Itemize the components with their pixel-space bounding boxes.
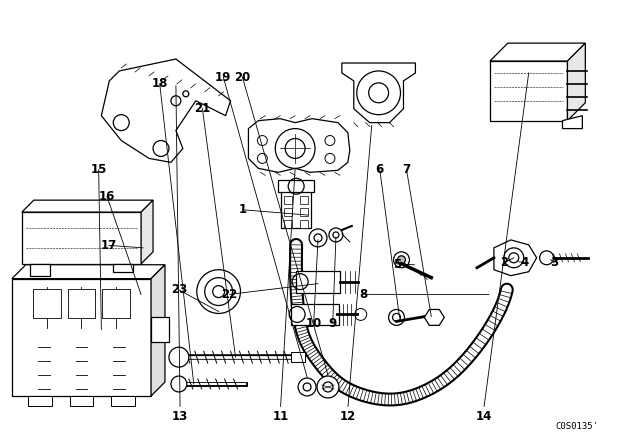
Text: 7: 7 xyxy=(403,163,411,176)
Polygon shape xyxy=(494,240,537,276)
Circle shape xyxy=(540,251,554,265)
Polygon shape xyxy=(101,59,230,162)
Bar xyxy=(300,208,308,216)
Polygon shape xyxy=(248,119,350,172)
Text: 13: 13 xyxy=(172,410,188,423)
Bar xyxy=(12,279,151,396)
Text: 23: 23 xyxy=(171,284,187,297)
Text: 8: 8 xyxy=(359,288,367,301)
Bar xyxy=(278,180,314,192)
Polygon shape xyxy=(563,116,582,129)
Polygon shape xyxy=(113,264,133,271)
Circle shape xyxy=(257,154,268,164)
Circle shape xyxy=(356,71,401,115)
Bar xyxy=(291,303,339,325)
Text: 21: 21 xyxy=(194,102,211,115)
Text: 9: 9 xyxy=(328,317,337,330)
Text: 19: 19 xyxy=(215,71,232,84)
Text: 20: 20 xyxy=(234,71,250,84)
Bar xyxy=(490,61,568,121)
Text: 1: 1 xyxy=(238,203,246,216)
Bar xyxy=(296,271,340,293)
Circle shape xyxy=(285,138,305,159)
Circle shape xyxy=(392,314,401,321)
Polygon shape xyxy=(22,200,153,212)
Circle shape xyxy=(388,310,404,325)
Circle shape xyxy=(325,154,335,164)
Text: 18: 18 xyxy=(152,77,168,90)
Polygon shape xyxy=(70,396,93,406)
Circle shape xyxy=(325,136,335,146)
Text: 5: 5 xyxy=(394,258,402,271)
Bar xyxy=(300,220,308,228)
Circle shape xyxy=(323,382,333,392)
Polygon shape xyxy=(30,264,50,276)
Circle shape xyxy=(169,347,189,367)
Polygon shape xyxy=(424,310,444,325)
Polygon shape xyxy=(12,265,165,279)
Circle shape xyxy=(303,383,311,391)
Text: 12: 12 xyxy=(340,410,356,423)
Bar xyxy=(284,220,292,228)
Circle shape xyxy=(171,376,187,392)
Polygon shape xyxy=(490,43,586,61)
Circle shape xyxy=(397,256,406,264)
Bar xyxy=(22,212,141,264)
Polygon shape xyxy=(151,265,165,396)
Text: 11: 11 xyxy=(273,410,289,423)
Polygon shape xyxy=(111,396,135,406)
Text: 14: 14 xyxy=(476,410,492,423)
Circle shape xyxy=(171,96,181,106)
Circle shape xyxy=(504,248,524,268)
Circle shape xyxy=(153,141,169,156)
Bar xyxy=(291,352,305,362)
Bar xyxy=(281,186,311,228)
Bar xyxy=(68,289,95,319)
Circle shape xyxy=(257,136,268,146)
Circle shape xyxy=(275,129,315,168)
Text: 4: 4 xyxy=(521,256,529,269)
Circle shape xyxy=(317,376,339,398)
Polygon shape xyxy=(141,200,153,264)
Bar xyxy=(33,289,61,319)
Text: 3: 3 xyxy=(550,256,558,269)
Circle shape xyxy=(298,378,316,396)
Polygon shape xyxy=(568,43,586,121)
Circle shape xyxy=(183,91,189,97)
Text: 22: 22 xyxy=(221,288,238,301)
Bar xyxy=(284,208,292,216)
Text: 17: 17 xyxy=(100,239,117,252)
Polygon shape xyxy=(28,396,52,406)
Text: 15: 15 xyxy=(90,163,107,176)
Polygon shape xyxy=(151,318,169,342)
Bar xyxy=(300,196,308,204)
Text: 16: 16 xyxy=(99,190,115,203)
Circle shape xyxy=(369,83,388,103)
Circle shape xyxy=(113,115,129,130)
Bar xyxy=(102,289,130,319)
Text: 10: 10 xyxy=(305,317,322,330)
Text: C0S0135': C0S0135' xyxy=(556,422,598,431)
Circle shape xyxy=(509,253,519,263)
Bar xyxy=(284,196,292,204)
Polygon shape xyxy=(342,63,415,123)
Text: 2: 2 xyxy=(500,256,509,269)
Text: 6: 6 xyxy=(376,163,384,176)
